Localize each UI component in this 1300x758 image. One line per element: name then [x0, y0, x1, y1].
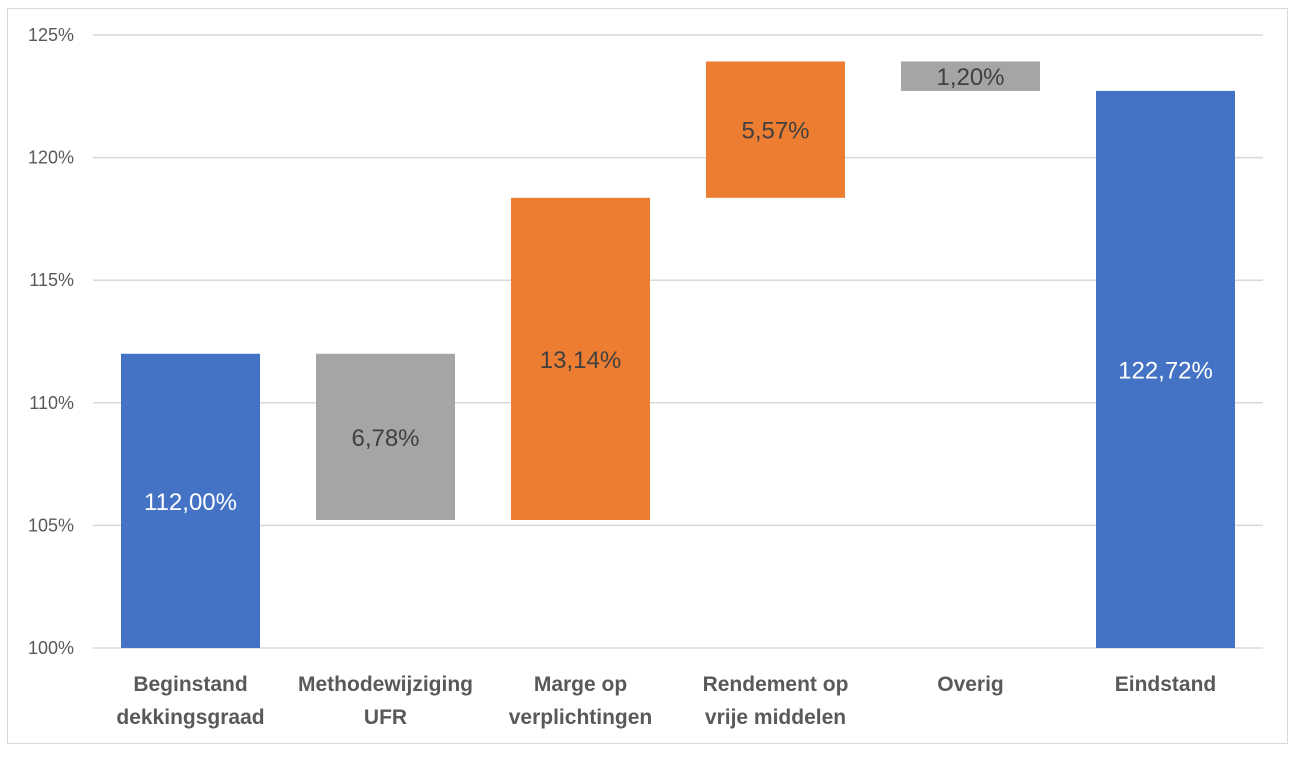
- category-label: UFR: [364, 706, 407, 729]
- data-label: 112,00%: [144, 489, 237, 516]
- gridlines: [93, 34, 1263, 649]
- y-tick-label: 100%: [28, 638, 74, 658]
- category-labels: Beginstand dekkingsgraad Methodewijziging U…: [116, 673, 1216, 729]
- category-label: dekkingsgraad: [116, 706, 264, 729]
- data-label: 13,14%: [540, 347, 621, 374]
- data-labels: 112,00% 6,78% 13,14% 5,57% 1,20% 122,72%: [144, 64, 1213, 516]
- category-label: Overig: [937, 673, 1004, 696]
- category-label: vrije middelen: [705, 706, 846, 729]
- y-tick-label: 120%: [28, 148, 74, 168]
- bar-increase: [511, 197, 650, 521]
- bar-total: [1096, 90, 1235, 649]
- category-label: Beginstand: [133, 673, 247, 696]
- data-label: 6,78%: [351, 425, 419, 452]
- category-label: Eindstand: [1115, 673, 1217, 696]
- category-label: Methodewijziging: [298, 673, 473, 696]
- data-label: 122,72%: [1118, 357, 1213, 384]
- bar-decrease: [316, 353, 455, 521]
- bars: [121, 61, 1235, 649]
- y-tick-label: 110%: [29, 393, 74, 413]
- bar-total: [121, 353, 260, 648]
- y-tick-label: 105%: [28, 515, 74, 535]
- category-label: Marge op: [534, 673, 627, 696]
- category-label: Rendement op: [703, 673, 849, 696]
- bar-decrease: [901, 61, 1040, 91]
- category-label: verplichtingen: [509, 706, 653, 729]
- bar-increase: [706, 61, 845, 198]
- y-axis-tick-labels: 100% 105% 110% 115% 120% 125%: [28, 25, 74, 658]
- data-label: 5,57%: [741, 118, 809, 145]
- data-label: 1,20%: [936, 64, 1004, 91]
- y-tick-label: 115%: [29, 270, 74, 290]
- y-tick-label: 125%: [28, 25, 74, 45]
